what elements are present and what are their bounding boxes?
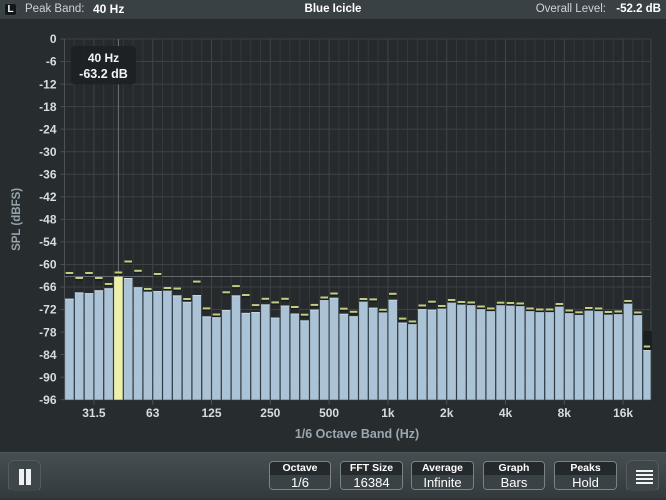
svg-text:125: 125 (201, 406, 221, 420)
svg-text:-90: -90 (39, 370, 57, 384)
svg-text:-6: -6 (46, 55, 57, 69)
svg-text:2k: 2k (440, 406, 454, 420)
svg-text:40 Hz: 40 Hz (88, 51, 119, 65)
svg-text:63: 63 (146, 406, 160, 420)
svg-text:-78: -78 (39, 325, 57, 339)
svg-text:SPL (dBFS): SPL (dBFS) (11, 188, 23, 251)
svg-text:250: 250 (260, 406, 280, 420)
svg-text:8k: 8k (558, 406, 572, 420)
svg-text:-60: -60 (39, 258, 57, 272)
svg-text:-24: -24 (39, 122, 57, 136)
svg-text:-96: -96 (39, 393, 57, 407)
svg-text:-30: -30 (39, 145, 57, 159)
svg-text:4k: 4k (499, 406, 513, 420)
svg-text:-18: -18 (39, 100, 57, 114)
svg-text:500: 500 (319, 406, 339, 420)
svg-text:-36: -36 (39, 167, 57, 181)
svg-text:-72: -72 (39, 303, 57, 317)
svg-text:-48: -48 (39, 213, 57, 227)
svg-text:31.5: 31.5 (82, 406, 106, 420)
svg-text:16k: 16k (613, 406, 633, 420)
svg-text:-54: -54 (39, 235, 57, 249)
svg-text:-42: -42 (39, 190, 57, 204)
svg-text:1k: 1k (381, 406, 395, 420)
svg-text:-84: -84 (39, 348, 57, 362)
svg-text:1/6 Octave Band (Hz): 1/6 Octave Band (Hz) (295, 427, 419, 441)
svg-text:-12: -12 (39, 77, 57, 91)
svg-text:-66: -66 (39, 280, 57, 294)
svg-text:-63.2 dB: -63.2 dB (79, 67, 128, 81)
svg-text:0: 0 (50, 32, 57, 46)
